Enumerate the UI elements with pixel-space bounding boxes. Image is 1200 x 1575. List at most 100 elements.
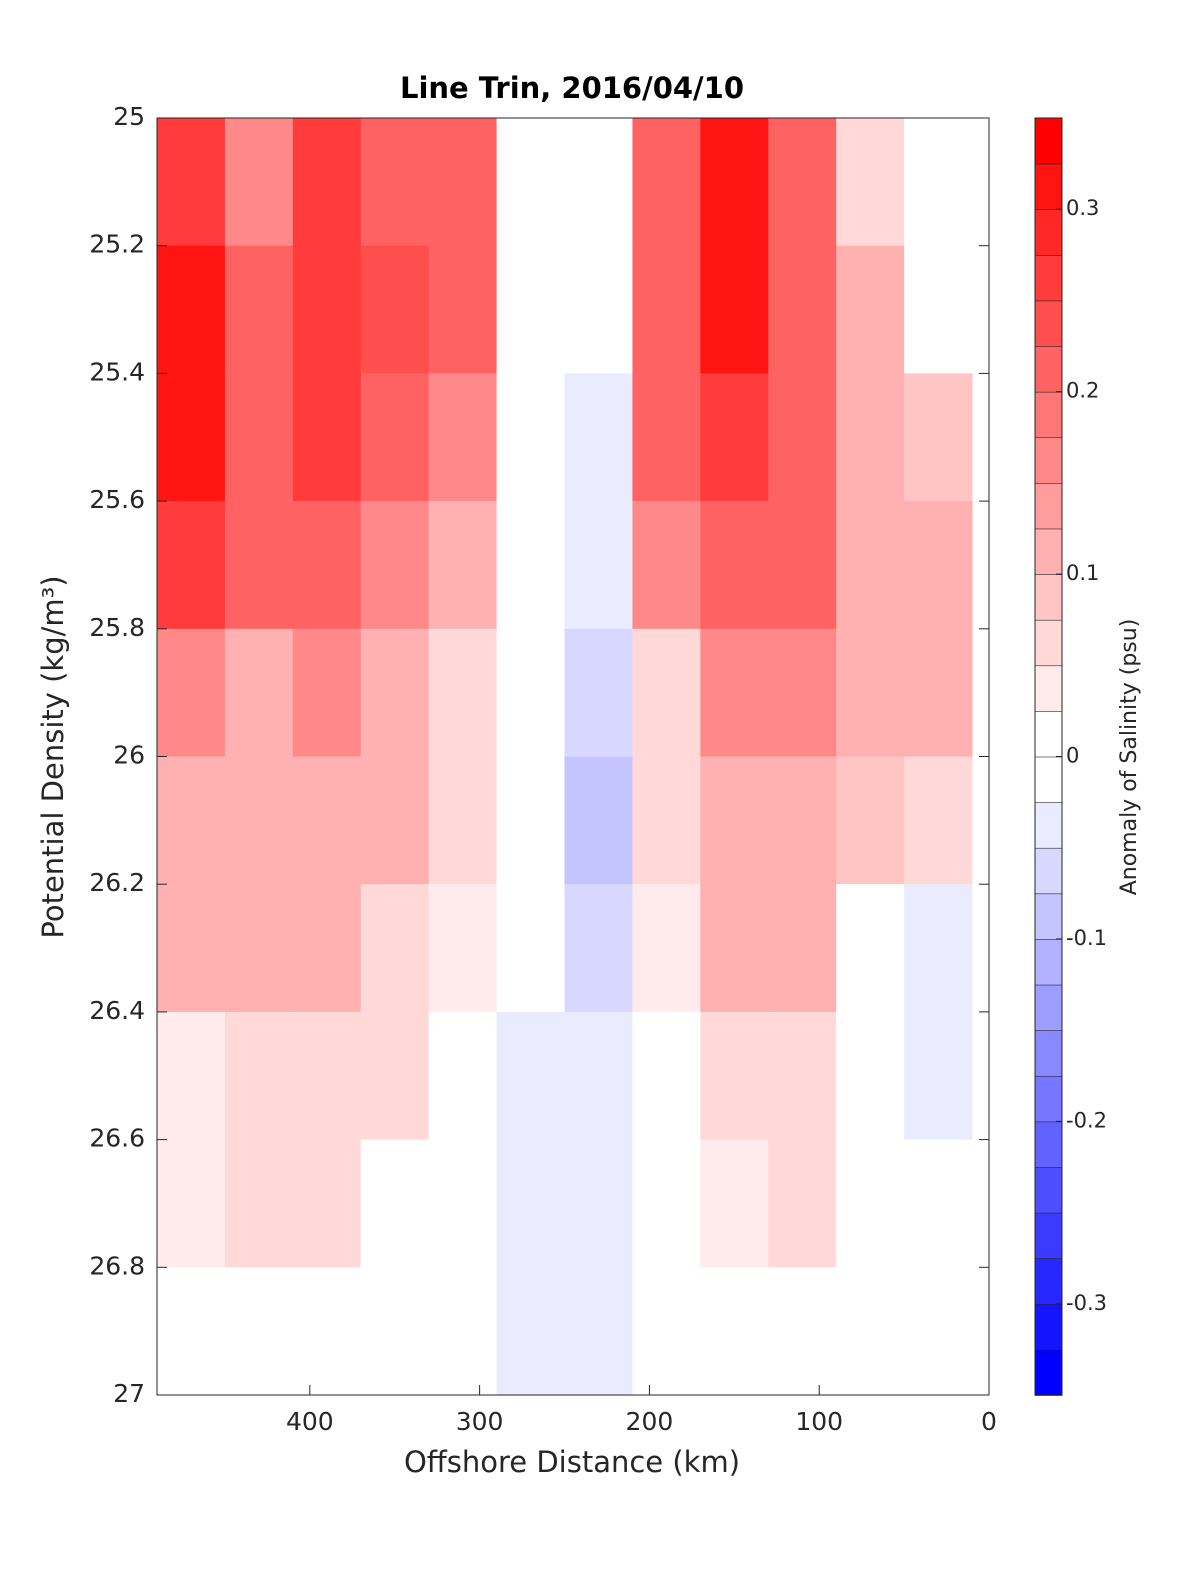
axes: 400 300 200 100 0 25 25.2 25.4 25.6 25.8 26 26.2 26.… [89, 102, 1107, 1436]
colorbar-tick-label: 0.2 [1066, 379, 1099, 403]
cell [157, 1011, 226, 1141]
cell [564, 501, 633, 630]
y-tick-label: 25.4 [89, 357, 145, 386]
cell [768, 628, 837, 757]
colorbar-band [1034, 1212, 1063, 1259]
cell [768, 756, 837, 885]
colorbar-band [1034, 163, 1063, 211]
cell [224, 756, 294, 885]
colorbar-band [1034, 528, 1063, 575]
y-tick-label: 26 [113, 741, 145, 770]
colorbar-band [1034, 938, 1063, 986]
cell [224, 245, 294, 374]
cell [564, 1267, 633, 1396]
cell [157, 118, 226, 247]
cell [564, 373, 633, 502]
cell [904, 1267, 973, 1396]
cell [224, 373, 294, 502]
colorbar-band [1034, 984, 1063, 1031]
cell [904, 118, 973, 247]
cell [904, 756, 973, 885]
cell [632, 501, 701, 630]
cell [564, 1139, 633, 1268]
cell [700, 245, 769, 374]
colorbar-band [1034, 710, 1063, 758]
cell [224, 501, 294, 630]
cell [768, 501, 837, 630]
cell [360, 118, 430, 247]
colorbar-band [1034, 1257, 1063, 1305]
cell [632, 373, 701, 502]
colorbar-band [1034, 1029, 1063, 1077]
colorbar-band [1034, 345, 1063, 393]
colorbar-band [1034, 756, 1063, 803]
cell [904, 628, 973, 757]
cell [496, 245, 566, 374]
cell [157, 884, 226, 1013]
cell [224, 1011, 294, 1141]
cell [768, 118, 837, 247]
cell [564, 756, 633, 885]
cell [496, 628, 566, 757]
cell [564, 884, 633, 1013]
colorbar-band [1034, 619, 1063, 667]
colorbar-tick-label: 0.1 [1066, 561, 1099, 585]
cell [428, 628, 498, 757]
cell [564, 118, 633, 247]
cell [428, 118, 498, 247]
cell [700, 118, 769, 247]
cell [632, 118, 701, 247]
colorbar-band [1034, 436, 1063, 484]
cell [904, 245, 973, 374]
cell [360, 373, 430, 502]
cell [292, 1267, 362, 1396]
cell [836, 373, 905, 502]
colorbar-band [1034, 847, 1063, 895]
cell [224, 1139, 294, 1268]
cell [428, 245, 498, 374]
cell [292, 245, 362, 374]
colorbar-tick-label: -0.2 [1066, 1108, 1107, 1132]
cell [700, 756, 769, 885]
cell [224, 1267, 294, 1396]
cell [632, 884, 701, 1013]
cell [700, 1139, 769, 1268]
cell [292, 373, 362, 502]
cell [700, 628, 769, 757]
x-tick-label: 300 [456, 1407, 504, 1436]
cell [904, 501, 973, 630]
y-tick-label: 25 [113, 102, 145, 131]
cell [428, 1139, 498, 1268]
cell [768, 1139, 837, 1268]
y-tick-label: 26.2 [89, 868, 145, 897]
x-tick-label: 100 [795, 1407, 843, 1436]
cell [836, 118, 905, 247]
cell [360, 1011, 430, 1141]
cell [496, 118, 566, 247]
cell [496, 1139, 566, 1268]
cell [632, 1139, 701, 1268]
cell [836, 245, 905, 374]
cell [496, 1011, 566, 1141]
field [157, 118, 973, 1396]
cell [292, 1011, 362, 1141]
y-tick-label: 26.6 [89, 1124, 145, 1153]
cell [224, 118, 294, 247]
cell [836, 1011, 905, 1141]
cell [904, 884, 973, 1013]
cell [904, 1139, 973, 1268]
y-axis-label: Potential Density (kg/m³) [36, 575, 70, 938]
cell [292, 118, 362, 247]
cell [496, 884, 566, 1013]
cell [564, 245, 633, 374]
cell [836, 628, 905, 757]
cell [360, 501, 430, 630]
colorbar-band [1034, 117, 1063, 165]
cell [768, 1011, 837, 1141]
colorbar-tick-label: 0.3 [1066, 196, 1099, 220]
x-axis-label: Offshore Distance (km) [404, 1445, 740, 1479]
cell [224, 884, 294, 1013]
cell [700, 1267, 769, 1396]
x-tick-label: 400 [286, 1407, 334, 1436]
colorbar-label: Anomaly of Salinity (psu) [1117, 619, 1142, 896]
